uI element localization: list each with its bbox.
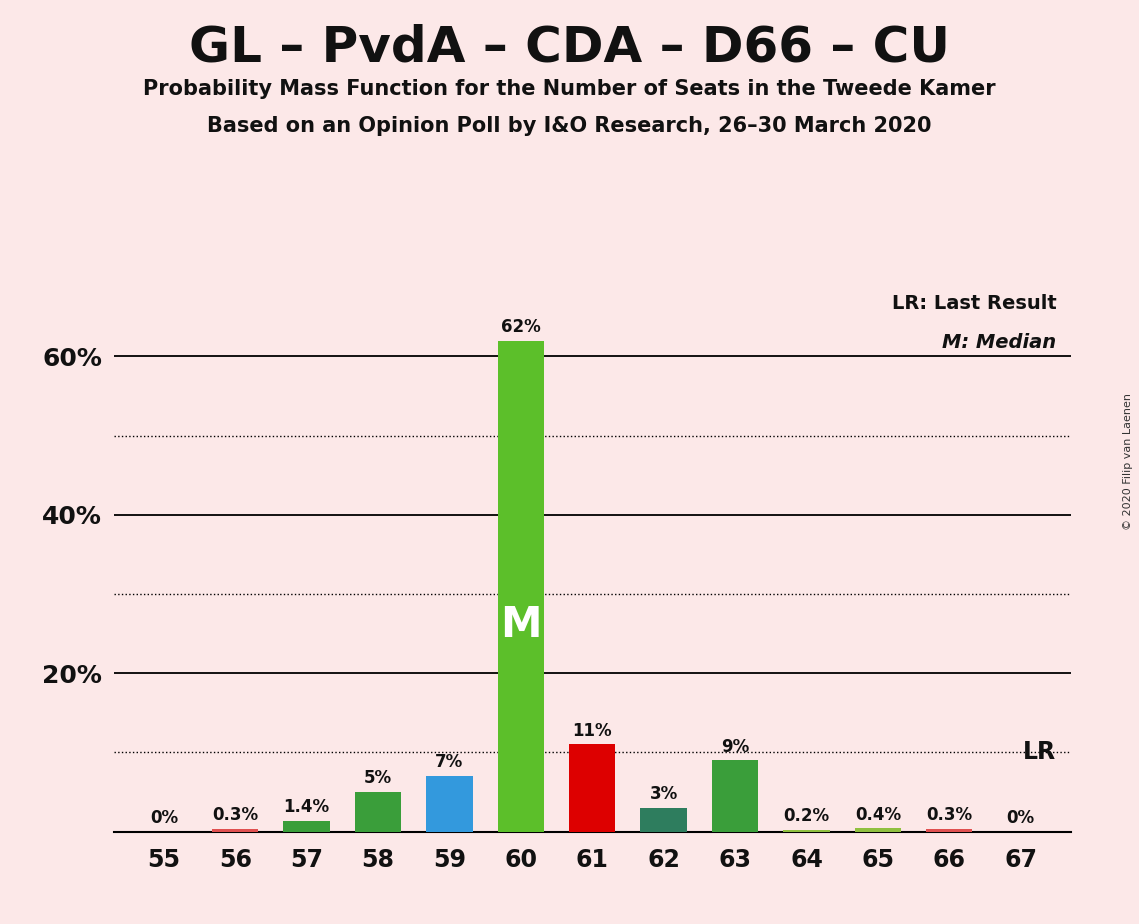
Text: 11%: 11% xyxy=(573,722,612,740)
Text: M: Median: M: Median xyxy=(942,333,1056,352)
Text: LR: LR xyxy=(1023,740,1056,764)
Text: M: M xyxy=(500,604,542,647)
Text: 0.2%: 0.2% xyxy=(784,808,829,825)
Text: 7%: 7% xyxy=(435,753,464,772)
Bar xyxy=(426,776,473,832)
Text: 62%: 62% xyxy=(501,318,541,335)
Text: Based on an Opinion Poll by I&O Research, 26–30 March 2020: Based on an Opinion Poll by I&O Research… xyxy=(207,116,932,136)
Bar xyxy=(355,792,401,832)
Bar xyxy=(712,760,759,832)
Text: Probability Mass Function for the Number of Seats in the Tweede Kamer: Probability Mass Function for the Number… xyxy=(144,79,995,99)
Text: 1.4%: 1.4% xyxy=(284,797,330,816)
Bar xyxy=(284,821,330,832)
Text: 0%: 0% xyxy=(150,808,178,827)
Bar xyxy=(570,745,615,832)
Text: 0%: 0% xyxy=(1007,808,1034,827)
Text: 5%: 5% xyxy=(364,770,392,787)
Text: 3%: 3% xyxy=(649,785,678,803)
Bar xyxy=(854,829,901,832)
Bar xyxy=(640,808,687,832)
Text: 9%: 9% xyxy=(721,737,749,756)
Text: 0.4%: 0.4% xyxy=(854,806,901,823)
Bar xyxy=(498,341,544,832)
Text: © 2020 Filip van Laenen: © 2020 Filip van Laenen xyxy=(1123,394,1133,530)
Bar xyxy=(926,829,973,832)
Bar xyxy=(784,830,829,832)
Bar xyxy=(212,829,259,832)
Text: 0.3%: 0.3% xyxy=(212,807,259,824)
Text: LR: Last Result: LR: Last Result xyxy=(892,294,1056,313)
Text: GL – PvdA – CDA – D66 – CU: GL – PvdA – CDA – D66 – CU xyxy=(189,23,950,71)
Text: 0.3%: 0.3% xyxy=(926,807,973,824)
